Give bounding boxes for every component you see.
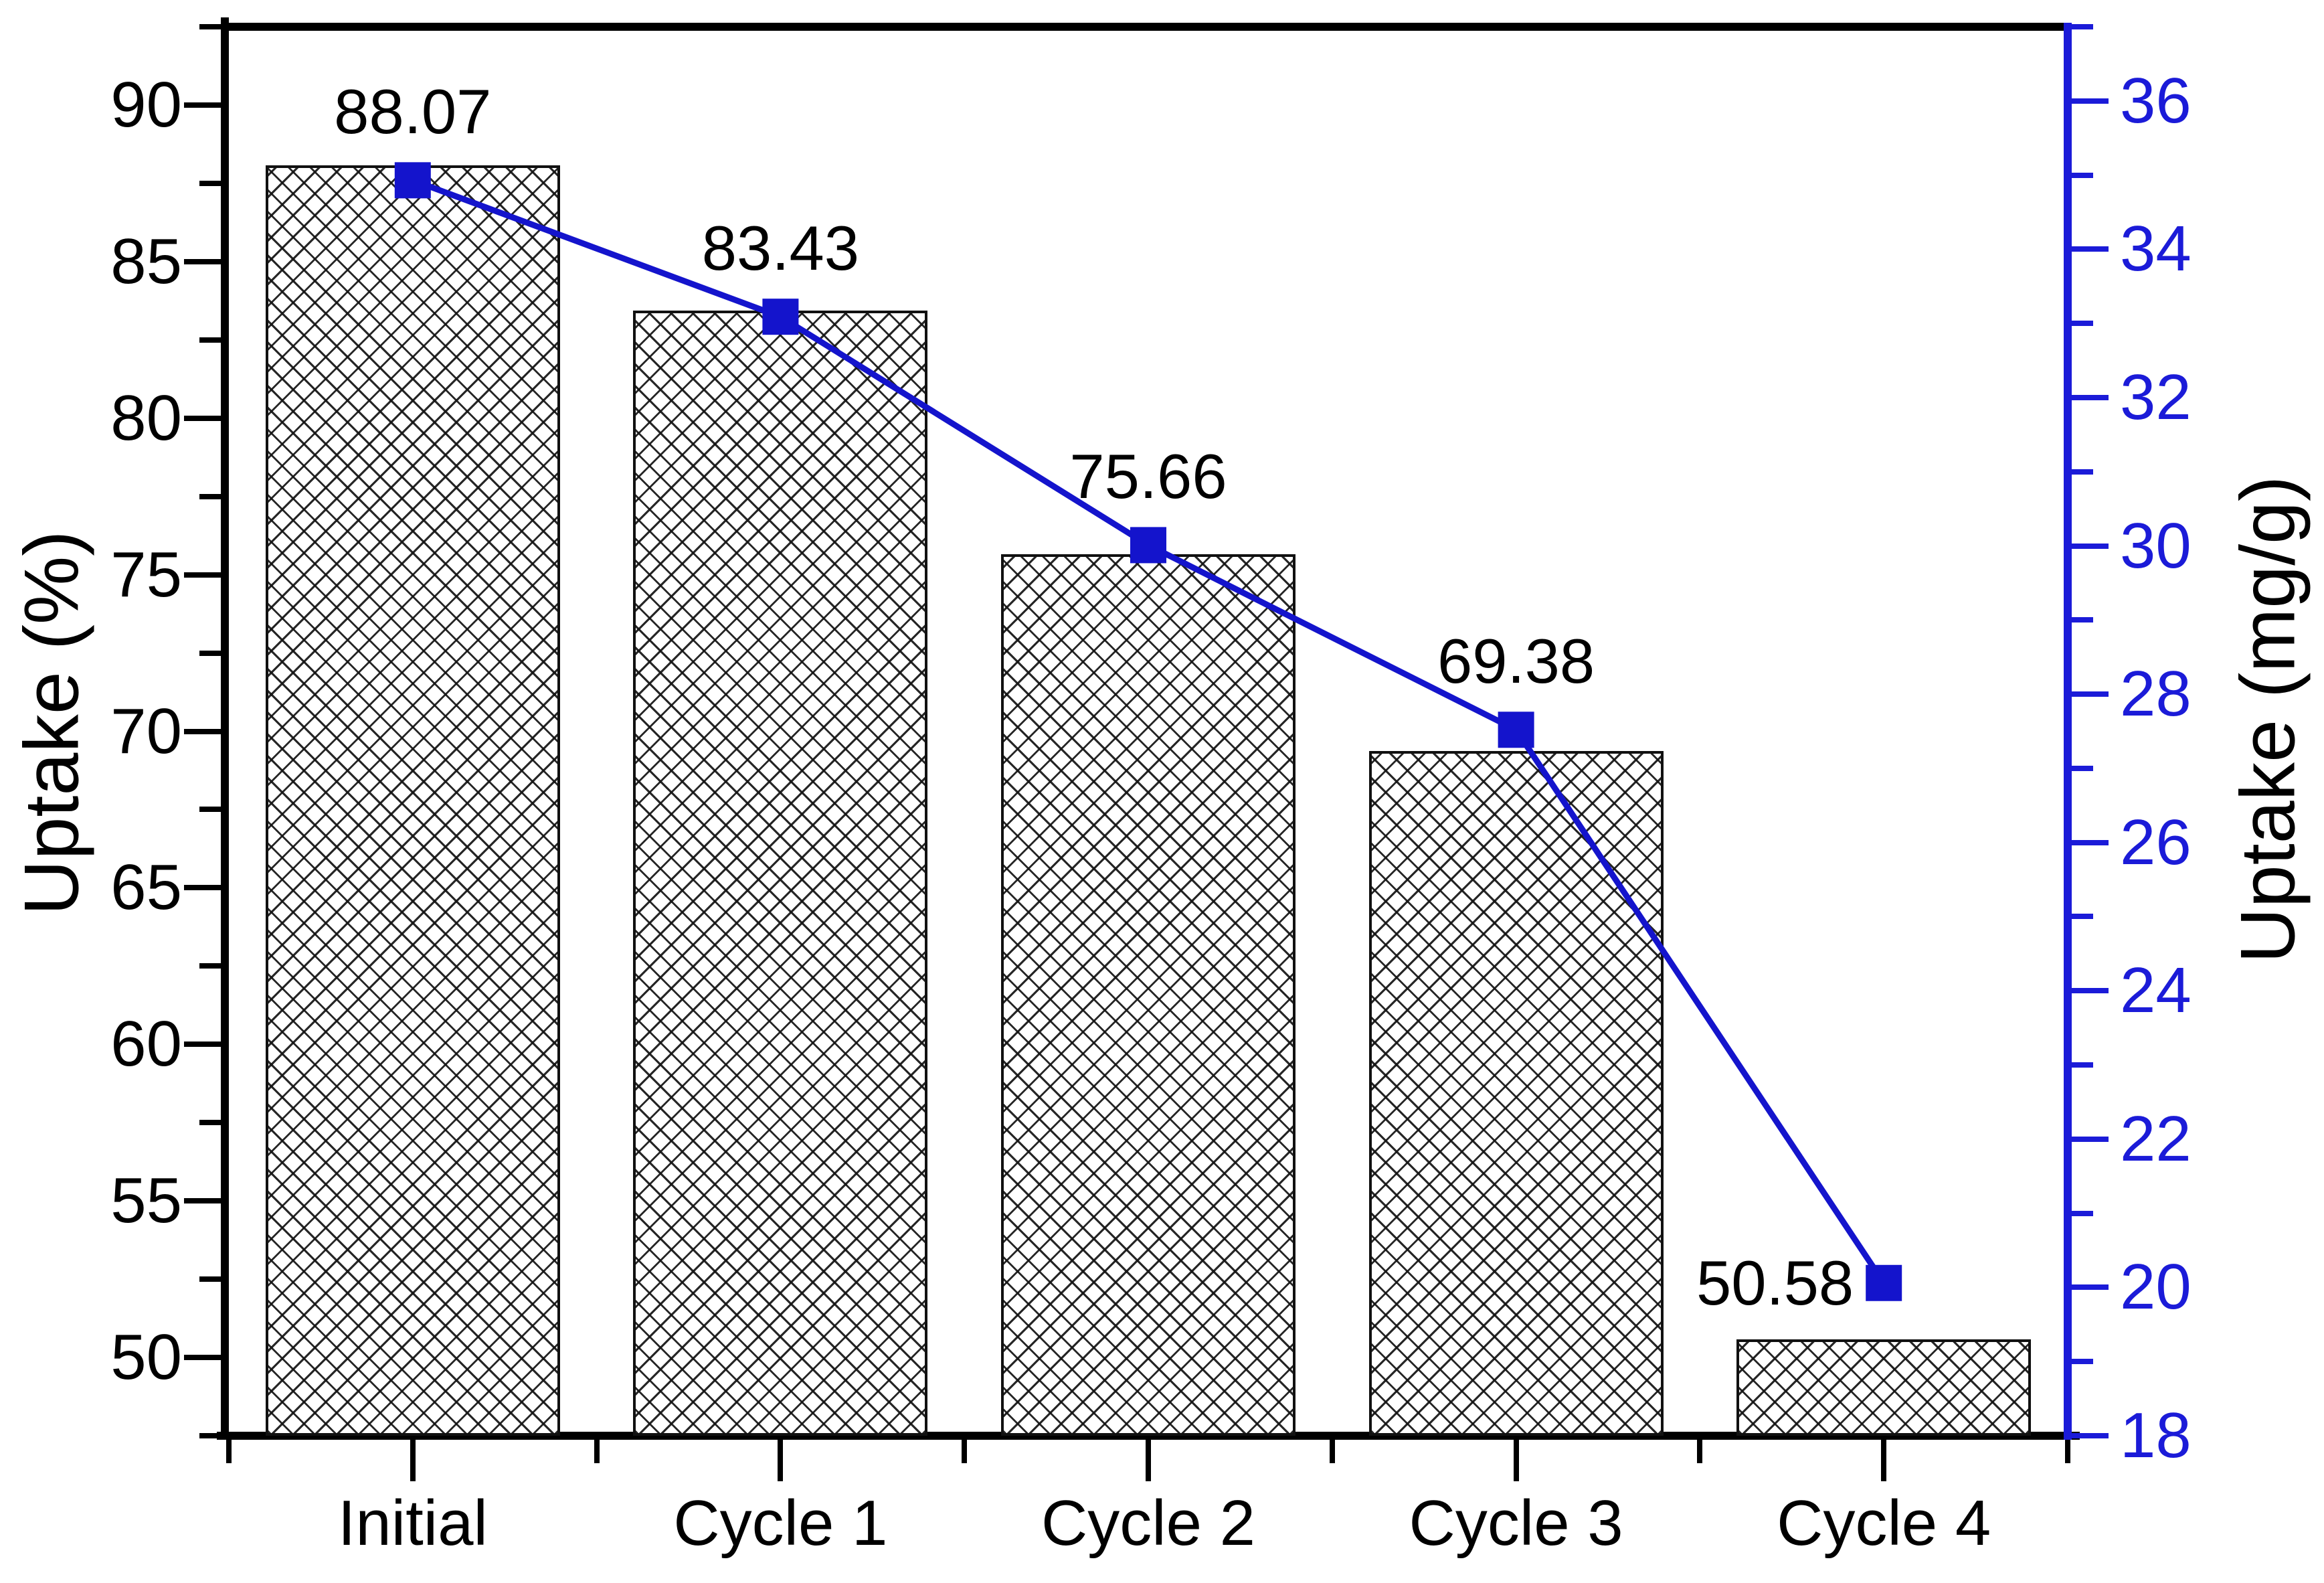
y-left-major-tick: [184, 1198, 221, 1204]
y-left-minor-tick: [199, 807, 221, 813]
y-left-minor-tick: [199, 180, 221, 186]
y-right-minor-tick: [2072, 1062, 2093, 1068]
y-left-tick-label: 85: [110, 225, 182, 297]
y-left-tick-label: 60: [110, 1008, 182, 1080]
y-right-major-tick: [2072, 246, 2109, 252]
y-right-tick-label: 32: [2120, 361, 2192, 433]
bar-value-label: 75.66: [1069, 441, 1227, 512]
y-right-minor-tick: [2072, 1210, 2093, 1216]
y-left-major-tick: [184, 572, 221, 578]
x-minor-tick: [1697, 1440, 1703, 1463]
trend-line: [412, 177, 1886, 1285]
bar-cycle-1: [633, 311, 928, 1436]
y-right-minor-tick: [2072, 765, 2093, 771]
y-left-tick-label: 90: [110, 68, 182, 141]
x-major-tick: [778, 1440, 784, 1481]
x-category-label-cycle-2: Cycle 2: [1041, 1487, 1256, 1559]
y-left-major-tick: [184, 1042, 221, 1048]
y-right-major-tick: [2072, 988, 2109, 994]
y-left-major-tick: [184, 1355, 221, 1361]
y-right-tick-label: 18: [2120, 1400, 2192, 1471]
y-axis-right-line: [2064, 23, 2072, 1440]
y-left-minor-tick: [199, 1276, 221, 1282]
y-left-major-tick: [184, 728, 221, 734]
x-minor-tick: [226, 1440, 232, 1463]
y-right-minor-tick: [2072, 1359, 2093, 1365]
x-major-tick: [410, 1440, 416, 1481]
y-right-tick-label: 22: [2120, 1102, 2192, 1175]
y-right-minor-tick: [2072, 172, 2093, 178]
x-category-label-cycle-1: Cycle 1: [673, 1487, 888, 1559]
y-right-tick-label: 34: [2120, 213, 2192, 285]
x-major-tick: [1146, 1440, 1151, 1481]
y-left-major-tick: [184, 102, 221, 108]
y-left-minor-tick: [199, 337, 221, 343]
x-category-label-initial: Initial: [337, 1487, 488, 1559]
y-left-tick-label: 80: [110, 382, 182, 454]
bar-cycle-4: [1736, 1339, 2032, 1436]
x-major-tick: [1881, 1440, 1887, 1481]
y-left-minor-tick: [199, 963, 221, 969]
y-right-tick-label: 36: [2120, 64, 2192, 137]
line-marker-0: [394, 162, 431, 199]
x-minor-tick: [2065, 1440, 2070, 1463]
line-series: [394, 162, 1902, 1301]
y-right-major-tick: [2072, 394, 2109, 400]
line-marker-4: [1866, 1264, 1902, 1301]
y-axis-left-line: [221, 17, 229, 1440]
x-category-label-cycle-3: Cycle 3: [1409, 1487, 1623, 1559]
x-category-label-cycle-4: Cycle 4: [1777, 1487, 1991, 1559]
y-right-tick-label: 24: [2120, 954, 2192, 1027]
x-major-tick: [1513, 1440, 1519, 1481]
bar-cycle-2: [1001, 554, 1295, 1436]
y-right-tick-label: 30: [2120, 509, 2192, 582]
bar-value-label: 88.07: [334, 76, 492, 147]
y-right-minor-tick: [2072, 24, 2093, 29]
plot-top-border: [221, 23, 2072, 31]
y-right-major-tick: [2072, 839, 2109, 845]
y-left-major-tick: [184, 415, 221, 421]
y-right-tick-label: 20: [2120, 1251, 2192, 1323]
y-left-minor-tick: [199, 650, 221, 656]
y-left-major-tick: [184, 258, 221, 264]
y-left-tick-label: 55: [110, 1165, 182, 1237]
x-minor-tick: [1329, 1440, 1335, 1463]
bar-value-label: 50.58: [1696, 1247, 1854, 1318]
x-minor-tick: [962, 1440, 968, 1463]
y-left-minor-tick: [199, 1120, 221, 1126]
y-left-tick-label: 65: [110, 851, 182, 924]
y-right-minor-tick: [2072, 914, 2093, 920]
y-axis-right-title: Uptake (mg/g): [2225, 475, 2311, 964]
y-right-major-tick: [2072, 1433, 2109, 1438]
y-right-minor-tick: [2072, 617, 2093, 623]
y-left-tick-label: 70: [110, 695, 182, 767]
y-left-minor-tick: [199, 493, 221, 499]
line-marker-1: [762, 299, 799, 335]
y-right-tick-label: 26: [2120, 806, 2192, 878]
y-left-minor-tick: [199, 24, 221, 29]
line-marker-2: [1130, 527, 1166, 564]
y-left-major-tick: [184, 885, 221, 891]
y-right-major-tick: [2072, 543, 2109, 549]
x-minor-tick: [594, 1440, 600, 1463]
y-left-tick-label: 75: [110, 538, 182, 610]
y-left-tick-label: 50: [110, 1321, 182, 1394]
y-axis-left-title: Uptake (%): [9, 530, 95, 916]
y-right-tick-label: 28: [2120, 658, 2192, 730]
bar-cycle-3: [1368, 750, 1664, 1436]
bar-value-label: 69.38: [1437, 626, 1595, 697]
y-left-minor-tick: [199, 1433, 221, 1438]
y-right-major-tick: [2072, 1136, 2109, 1142]
y-right-minor-tick: [2072, 321, 2093, 327]
bar-value-label: 83.43: [701, 213, 860, 284]
line-marker-3: [1498, 712, 1534, 748]
y-right-major-tick: [2072, 1284, 2109, 1290]
y-right-major-tick: [2072, 691, 2109, 697]
y-right-minor-tick: [2072, 469, 2093, 475]
y-right-major-tick: [2072, 98, 2109, 104]
